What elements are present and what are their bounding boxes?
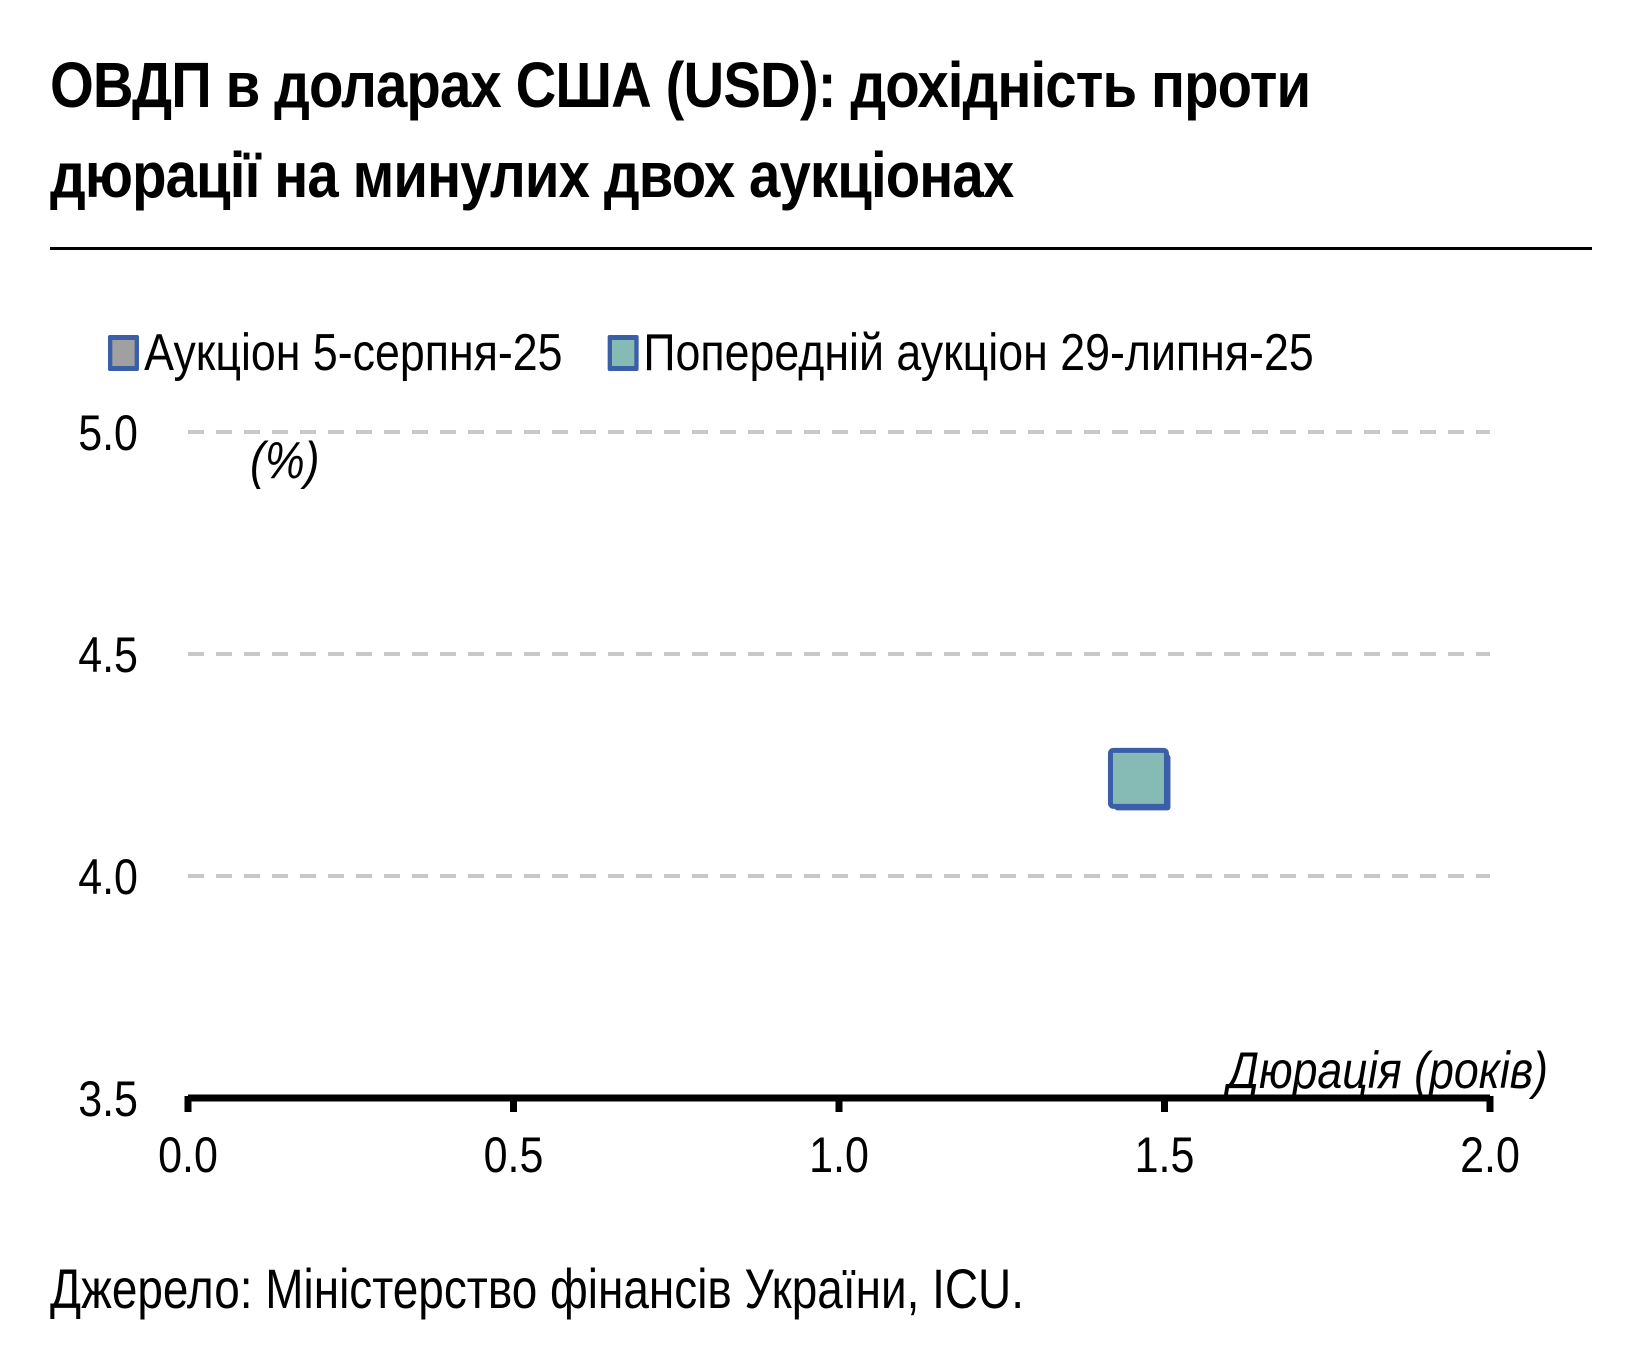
data-point-series-1 (1107, 747, 1169, 809)
legend-label-previous-auction: Попередній аукціон 29-липня-25 (643, 324, 1314, 382)
legend-item-current-auction: Аукціон 5-серпня-25 (108, 323, 563, 383)
y-axis-title: (%) (250, 432, 320, 490)
x-axis-title: Дюрація (років) (1223, 1042, 1548, 1100)
legend-item-previous-auction: Попередній аукціон 29-липня-25 (607, 323, 1314, 383)
legend: Аукціон 5-серпня-25 Попередній аукціон 2… (108, 318, 1358, 388)
legend-label-current-auction: Аукціон 5-серпня-25 (144, 324, 563, 382)
x-tick-label: 0.0 (158, 1127, 218, 1183)
y-tick-label: 3.5 (78, 1071, 138, 1127)
x-tick-label: 0.5 (484, 1127, 544, 1183)
x-tick-label: 1.5 (1135, 1127, 1195, 1183)
x-tick-label: 1.0 (809, 1127, 869, 1183)
x-tick-label: 2.0 (1460, 1127, 1520, 1183)
title-divider (50, 247, 1592, 250)
y-tick-label: 4.0 (78, 849, 138, 905)
legend-swatch-current-auction (108, 335, 139, 371)
chart-title: ОВДП в доларах США (USD): дохідність про… (50, 49, 1311, 211)
legend-swatch-previous-auction (607, 335, 639, 371)
source-note: Джерело: Міністерство фінансів України, … (50, 1257, 1024, 1320)
y-tick-label: 4.5 (78, 627, 138, 683)
y-tick-label: 5.0 (78, 405, 138, 461)
